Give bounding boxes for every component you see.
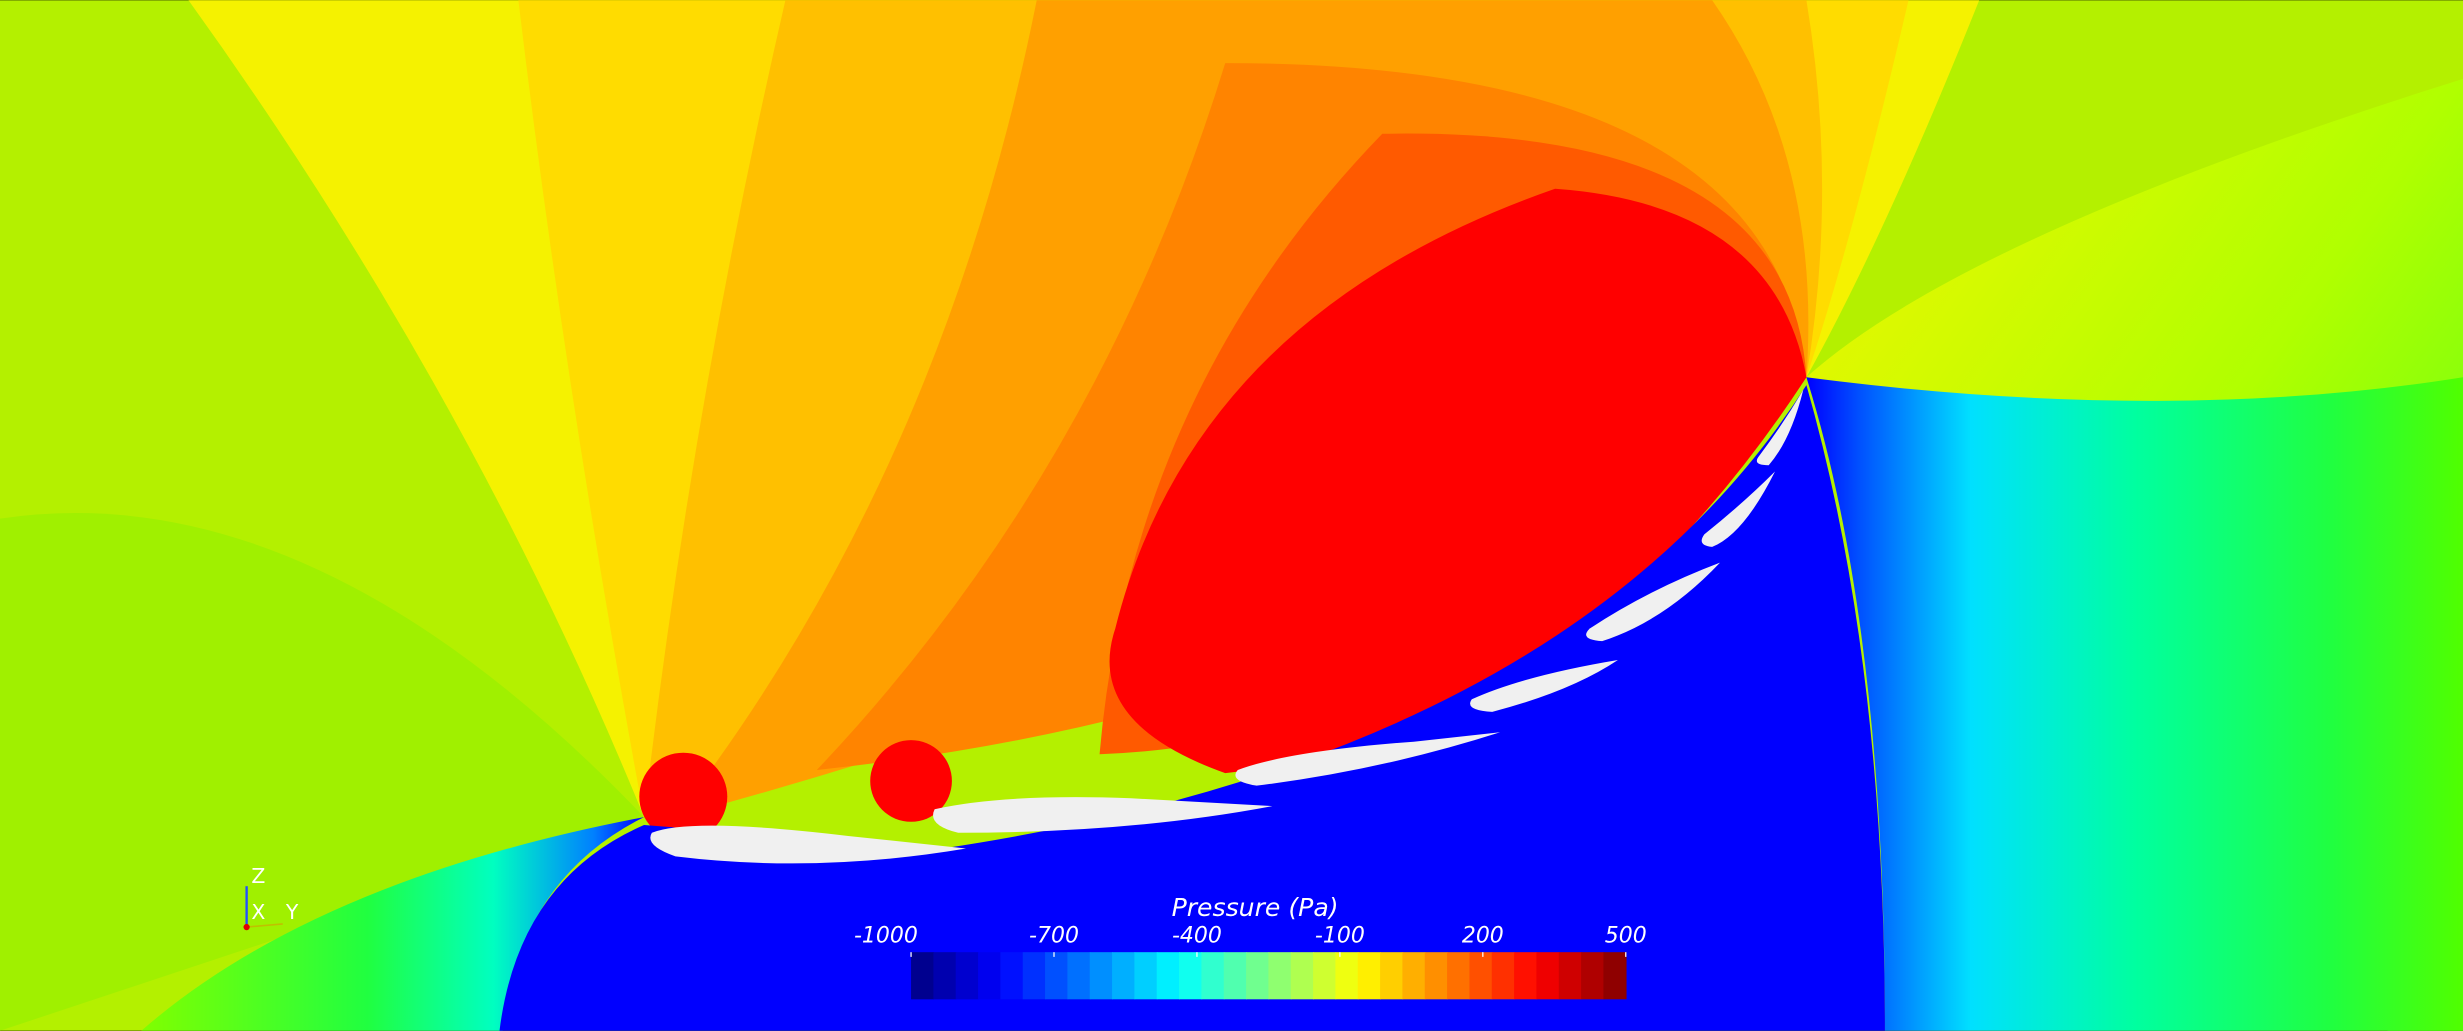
airfoil [650, 825, 967, 864]
colorbar: Pressure (Pa) -1000 -700 -400 -100 200 500 [854, 893, 1647, 1000]
y-label: Y [285, 900, 299, 924]
airfoil [933, 797, 1273, 833]
colorbar-swatch [1112, 952, 1136, 1000]
field-band [499, 385, 1885, 1031]
axes-triad: Z X Y [243, 864, 299, 931]
airfoil [1701, 471, 1775, 547]
colorbar-swatch [1424, 952, 1448, 1000]
colorbar-swatch [1045, 952, 1069, 1000]
colorbar-swatch [1335, 952, 1359, 1000]
colorbar-swatch [1447, 952, 1471, 1000]
colorbar-swatch [1581, 952, 1605, 1000]
field-band [1109, 188, 1807, 774]
x-axis [243, 923, 250, 931]
colorbar-swatch [1357, 952, 1381, 1000]
field-band [141, 817, 645, 1031]
colorbar-swatch [1603, 952, 1627, 1000]
colorbar-swatch [1491, 952, 1515, 1000]
colorbar-swatch [1223, 952, 1247, 1000]
colorbar-tick-label: -1000 [854, 924, 918, 949]
field-band [639, 752, 728, 841]
field-band [870, 740, 952, 822]
field-band [1806, 377, 2463, 1031]
colorbar-swatch [1246, 952, 1270, 1000]
y-axis [246, 923, 283, 928]
colorbar-swatch [1201, 952, 1225, 1000]
airfoils [650, 389, 1804, 864]
colorbar-swatch [1290, 952, 1314, 1000]
colorbar-tick-label: 500 [1605, 924, 1647, 949]
colorbar-swatch [1402, 952, 1426, 1000]
colorbar-tick-label: -100 [1315, 924, 1365, 949]
airfoil [1235, 732, 1501, 786]
airfoil [1586, 562, 1721, 642]
colorbar-swatch [933, 952, 957, 1000]
field-band [0, 512, 645, 1031]
z-label: Z [251, 864, 265, 888]
colorbar-swatch [1558, 952, 1582, 1000]
colorbar-swatch [1000, 952, 1024, 1000]
colorbar-tick-label: 200 [1462, 924, 1504, 949]
colorbar-swatch [1380, 952, 1404, 1000]
colorbar-swatch [1134, 952, 1158, 1000]
colorbar-swatch [1514, 952, 1538, 1000]
colorbar-swatch [1536, 952, 1560, 1000]
colorbar-swatch [1067, 952, 1091, 1000]
colorbar-swatch [1022, 952, 1046, 1000]
colorbar-swatch [1179, 952, 1203, 1000]
colorbar-swatch [955, 952, 979, 1000]
colorbar-swatch [1156, 952, 1180, 1000]
colorbar-tick-label: -700 [1029, 924, 1079, 949]
colorbar-swatch [911, 952, 935, 1000]
x-label: X [251, 900, 265, 924]
colorbar-swatch [978, 952, 1002, 1000]
colorbar-swatch [1469, 952, 1493, 1000]
colorbar-swatch [1313, 952, 1337, 1000]
colorbar-title: Pressure (Pa) [1172, 893, 1339, 922]
colorbar-tick-label: -400 [1172, 924, 1222, 949]
airfoil [1470, 660, 1618, 712]
colorbar-swatch [1089, 952, 1113, 1000]
airfoil [1756, 389, 1804, 466]
colorbar-swatch [1268, 952, 1292, 1000]
